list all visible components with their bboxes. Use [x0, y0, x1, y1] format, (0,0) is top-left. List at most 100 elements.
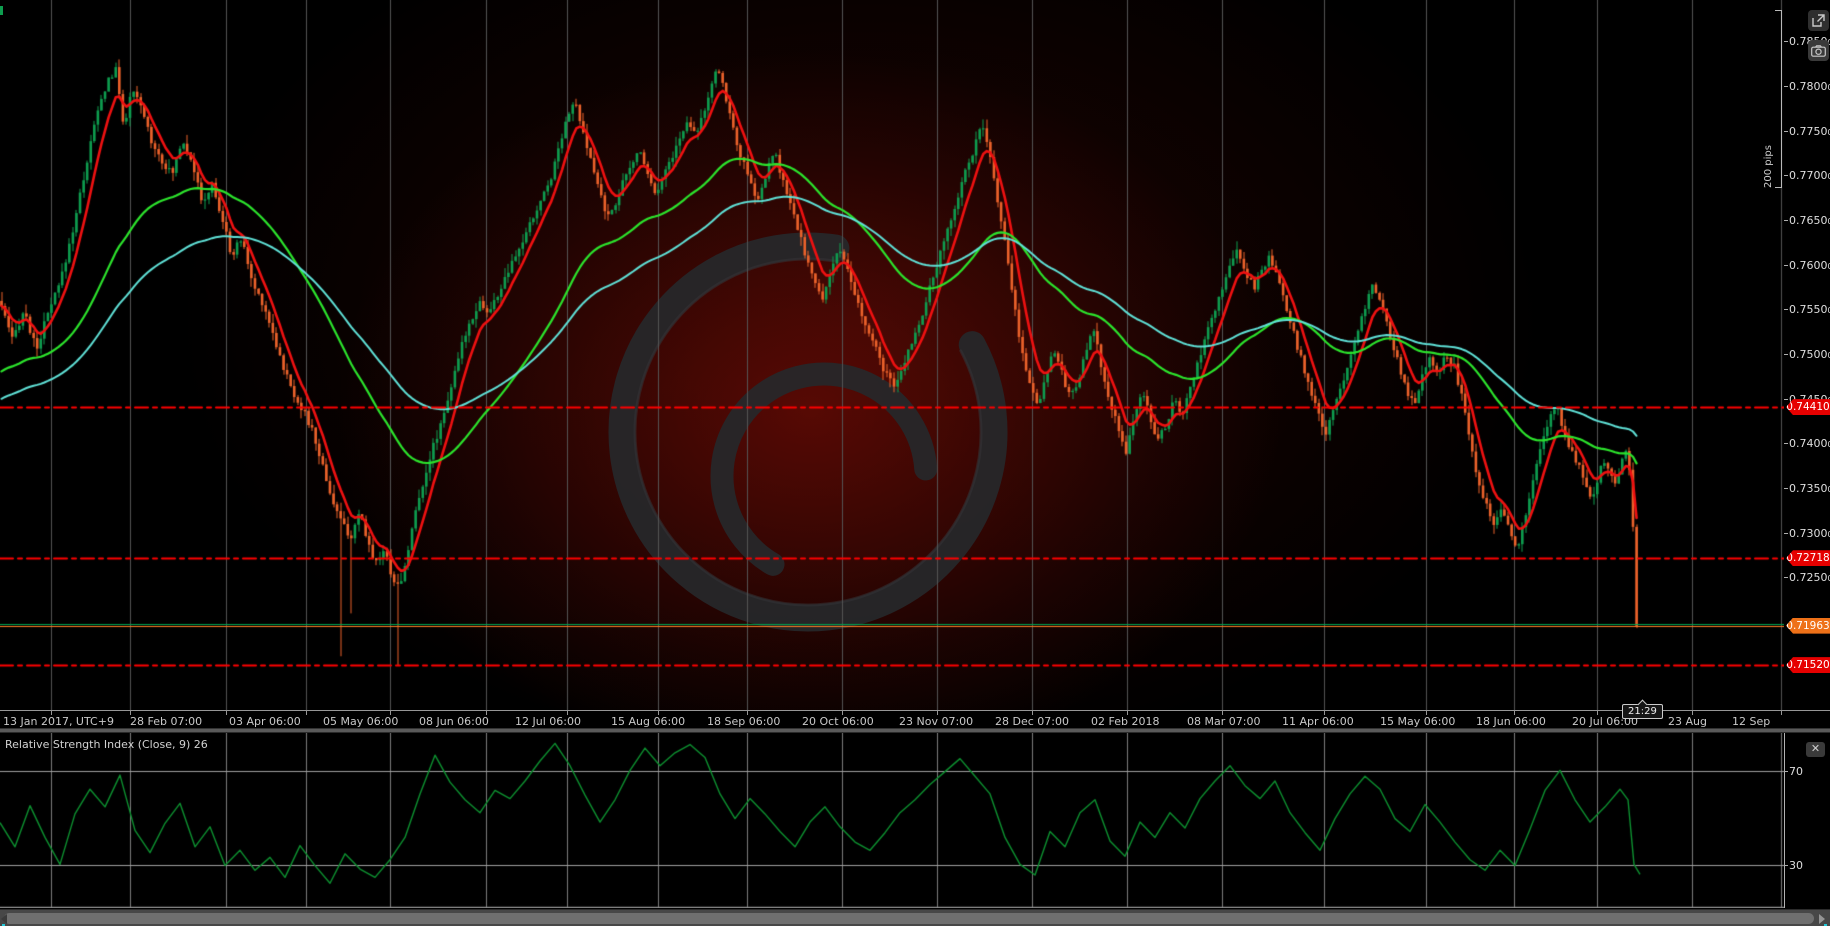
price-axis[interactable]: 0.785000.780000.775000.770000.765000.760… — [1784, 0, 1830, 710]
time-axis-label: 15 May 06:00 — [1380, 715, 1456, 728]
price-tick — [1784, 353, 1788, 355]
measure-tool[interactable]: 200 pips — [1746, 10, 1782, 188]
time-marker-tooltip: 21:29 — [1622, 699, 1663, 719]
measure-cap-top — [1775, 10, 1782, 11]
scrollbar-thumb[interactable] — [4, 913, 1814, 924]
time-tick — [1514, 711, 1515, 715]
time-axis-label: 15 Aug 06:00 — [611, 715, 686, 728]
time-tick — [937, 711, 938, 715]
time-tick — [1692, 711, 1693, 715]
time-tick — [226, 711, 227, 715]
time-axis-label: 18 Jun 06:00 — [1476, 715, 1546, 728]
time-tick — [1781, 711, 1782, 715]
price-tick — [1784, 577, 1788, 579]
price-tick — [1784, 86, 1788, 88]
scroll-indicator-dot — [2, 924, 5, 926]
time-axis-label: 12 Jul 06:00 — [515, 715, 581, 728]
time-axis-label: 02 Feb 2018 — [1091, 715, 1160, 728]
time-tick — [1597, 711, 1598, 715]
time-tick — [747, 711, 748, 715]
price-tick — [1784, 175, 1788, 177]
price-tick — [1784, 309, 1788, 311]
time-axis-label: 23 Nov 07:00 — [899, 715, 974, 728]
open-in-window-icon — [1812, 14, 1825, 27]
scroll-indicator-dot — [1824, 924, 1827, 926]
time-axis-label: 20 Oct 06:00 — [802, 715, 874, 728]
time-tick — [1222, 711, 1223, 715]
rsi-tick — [1784, 864, 1788, 866]
time-axis-label: 18 Sep 06:00 — [707, 715, 781, 728]
time-tick — [486, 711, 487, 715]
time-axis-label: 08 Jun 06:00 — [419, 715, 489, 728]
price-tick — [1784, 398, 1788, 400]
price-chart-panel[interactable]: 0.785000.780000.775000.770000.765000.760… — [0, 0, 1830, 710]
alert-price-badge: 0.74410 — [1786, 399, 1830, 416]
alert-price-badge: 0.72718 — [1786, 550, 1830, 567]
scroll-right-arrow-icon[interactable] — [1819, 914, 1825, 924]
current-price-badge: 0.71963 — [1786, 617, 1830, 634]
snapshot-button[interactable] — [1808, 40, 1829, 61]
time-axis-label: 03 Apr 06:00 — [229, 715, 301, 728]
time-axis-label: 13 Jan 2017, UTC+9 — [3, 715, 114, 728]
time-axis-label: 08 Mar 07:00 — [1187, 715, 1261, 728]
time-marker-text: 21:29 — [1628, 706, 1657, 717]
rsi-level-label: 30 — [1789, 859, 1803, 872]
time-tick — [842, 711, 843, 715]
rsi-axis-line — [1784, 733, 1785, 908]
time-axis-label: 20 Jul 06:00 — [1572, 715, 1638, 728]
time-tick — [51, 711, 52, 715]
price-tick — [1784, 532, 1788, 534]
measure-label: 200 pips — [1763, 145, 1774, 188]
main-chart-canvas[interactable] — [0, 0, 1784, 710]
detach-chart-button[interactable] — [1808, 10, 1829, 31]
time-axis-label: 28 Dec 07:00 — [995, 715, 1069, 728]
camera-icon — [1811, 44, 1826, 57]
rsi-indicator-panel[interactable]: Relative Strength Index (Close, 9) 26 ✕ … — [0, 733, 1830, 908]
time-axis[interactable]: 13 Jan 2017, UTC+9 28 Feb 07:00 03 Apr 06:… — [0, 710, 1830, 729]
time-tick — [658, 711, 659, 715]
rsi-canvas[interactable] — [0, 733, 1784, 908]
time-tick — [1032, 711, 1033, 715]
measure-bar — [1781, 10, 1782, 188]
rsi-tick — [1784, 770, 1788, 772]
time-axis-label: 11 Apr 06:00 — [1282, 715, 1354, 728]
close-icon: ✕ — [1810, 743, 1821, 755]
price-tick — [1784, 130, 1788, 132]
time-axis-label: 05 May 06:00 — [323, 715, 399, 728]
price-tick — [1784, 487, 1788, 489]
scroll-left-arrow-icon[interactable] — [1, 914, 7, 924]
time-tick — [390, 711, 391, 715]
price-tick — [1784, 264, 1788, 266]
price-tick — [1784, 443, 1788, 445]
rsi-level-label: 70 — [1789, 765, 1803, 778]
time-tick — [1127, 711, 1128, 715]
price-tick — [1784, 41, 1788, 43]
horizontal-scrollbar[interactable] — [0, 909, 1830, 926]
time-axis-label: 12 Sep — [1732, 715, 1771, 728]
time-axis-label: 28 Feb 07:00 — [130, 715, 203, 728]
rsi-close-button[interactable]: ✕ — [1806, 742, 1825, 757]
alert-price-badge: 0.71520 — [1786, 657, 1830, 674]
rsi-title: Relative Strength Index (Close, 9) 26 — [5, 738, 208, 751]
corner-artifact — [0, 6, 3, 15]
panel-divider[interactable] — [0, 728, 1830, 733]
time-tick — [1426, 711, 1427, 715]
time-tick — [1324, 711, 1325, 715]
time-tick — [130, 711, 131, 715]
price-tick — [1784, 220, 1788, 222]
time-tick — [306, 711, 307, 715]
measure-cap-bottom — [1775, 187, 1782, 188]
time-axis-label: 23 Aug — [1668, 715, 1707, 728]
